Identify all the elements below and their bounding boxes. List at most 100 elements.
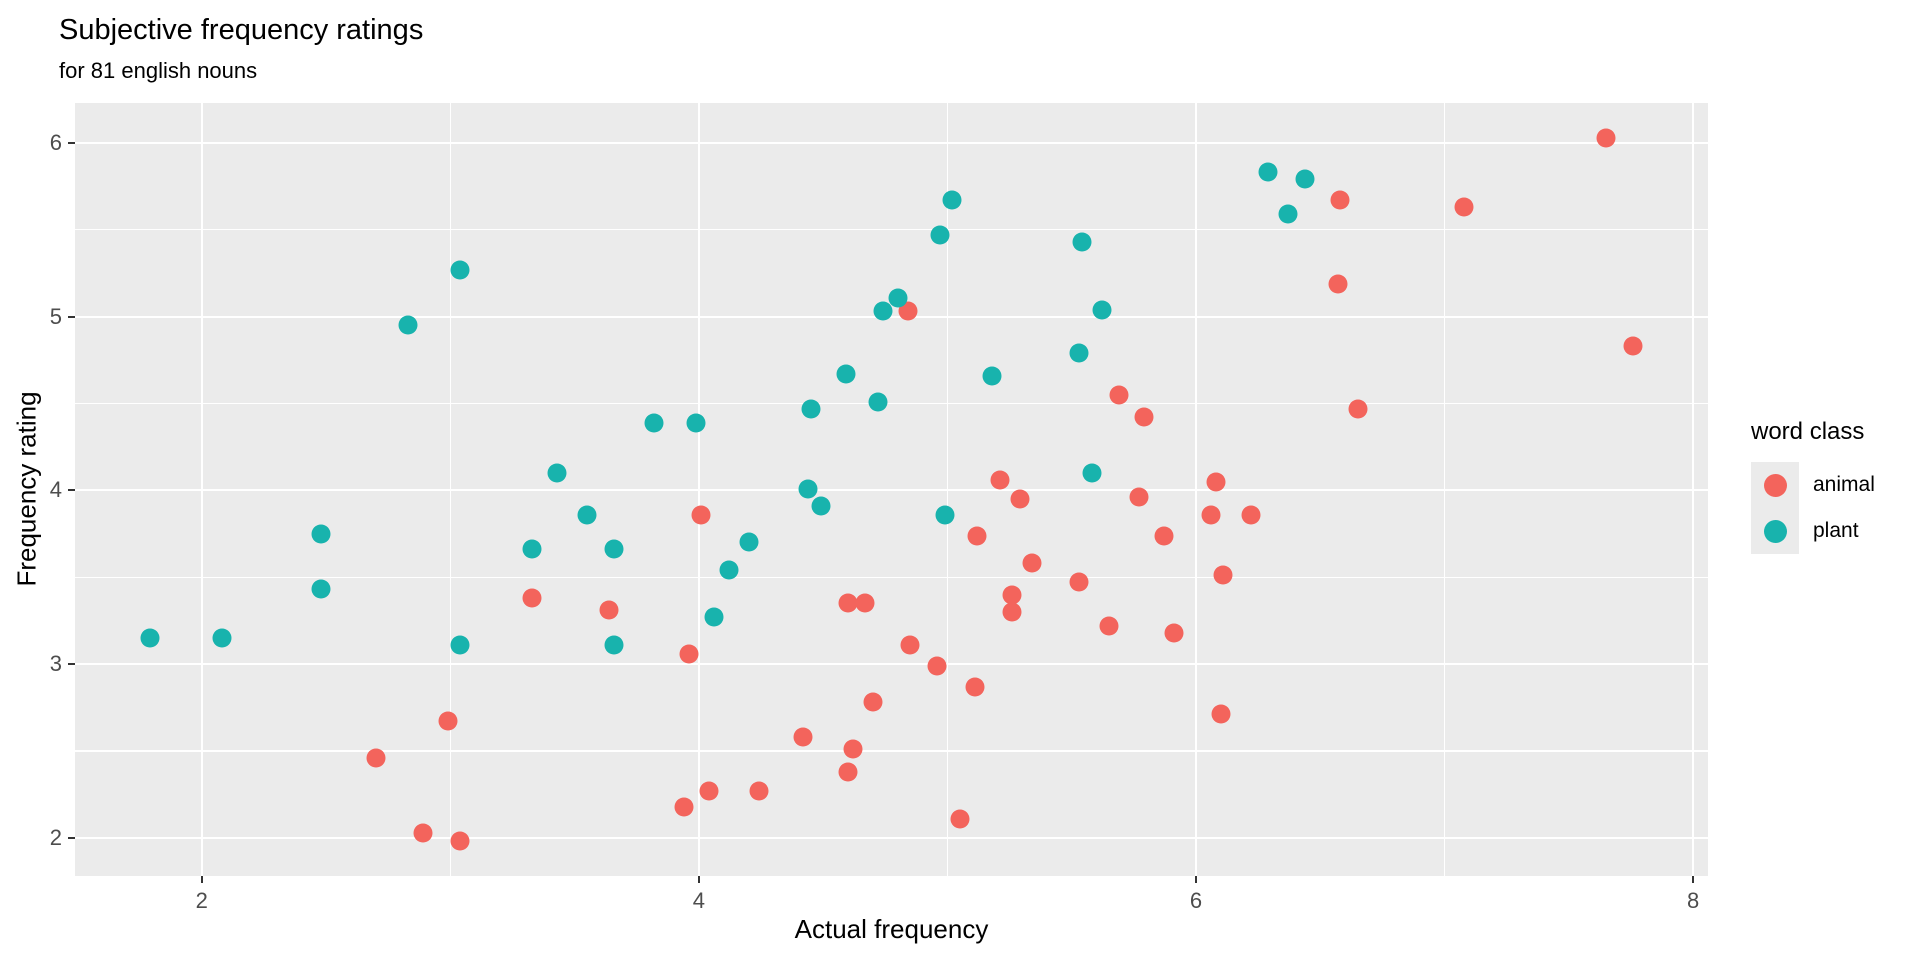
data-point-animal [1022,553,1042,573]
data-point-animal [1328,274,1348,294]
data-point-animal [679,644,699,664]
x-tick-label: 8 [1686,888,1700,913]
legend-key-plant [1751,508,1799,554]
x-tick-mark [1692,876,1695,883]
data-point-plant [604,635,624,655]
data-point-animal [1623,336,1643,356]
data-point-animal [366,748,386,768]
data-point-plant [547,463,567,483]
data-point-plant [1082,463,1102,483]
gridline-y-major [75,489,1708,492]
gridline-y-major [75,836,1708,839]
data-point-animal [1134,407,1154,427]
data-point-plant [739,532,759,552]
data-point-plant [450,635,470,655]
data-point-plant [1092,300,1112,320]
data-point-animal [927,656,947,676]
legend-title: word class [1751,418,1865,445]
data-point-animal [1201,505,1221,525]
data-point-animal [1596,128,1616,148]
plot-panel [75,103,1708,876]
data-point-animal [522,588,542,608]
data-point-animal [900,635,920,655]
y-tick-label: 4 [49,477,62,503]
y-tick-label: 6 [49,129,62,155]
y-tick-mark [68,141,75,144]
legend-label-animal: animal [1813,473,1875,496]
data-point-plant [311,524,331,544]
data-point-plant [888,288,908,308]
data-point-plant [140,628,160,648]
data-point-animal [898,301,918,321]
data-point-animal [413,823,433,843]
gridline-y-minor [75,229,1708,231]
data-point-plant [577,505,597,525]
data-point-plant [801,399,821,419]
gridline-y-major [75,662,1708,666]
animal-point-icon [1763,473,1787,497]
y-tick-mark [68,836,75,839]
gridline-y-major [75,141,1708,145]
data-point-animal [965,677,985,697]
data-point-plant [935,505,955,525]
data-point-animal [990,470,1010,490]
chart-title: Subjective frequency ratings [59,14,424,46]
plant-point-icon [1763,519,1787,543]
data-point-animal [838,762,858,782]
data-point-plant [212,628,232,648]
data-point-animal [863,692,883,712]
data-point-plant [1072,232,1092,252]
data-point-animal [1330,190,1350,210]
chart-subtitle: for 81 english nouns [59,58,258,83]
data-point-animal [1213,565,1233,585]
data-point-animal [438,711,458,731]
data-point-plant [704,607,724,627]
data-point-plant [1069,343,1089,363]
x-tick-label: 6 [1189,888,1203,913]
data-point-animal [674,797,694,817]
data-point-plant [398,315,418,335]
data-point-plant [868,392,888,412]
data-point-animal [1010,489,1029,509]
data-point-animal [1164,623,1184,643]
data-point-plant [644,413,664,433]
y-axis-title: Frequency rating [11,391,42,587]
legend-item-plant: plant [1751,508,1875,554]
data-point-plant [719,560,739,580]
data-point-animal [1154,526,1174,546]
x-tick-label: 4 [692,888,705,913]
data-point-animal [699,781,719,801]
data-point-animal [855,593,875,613]
data-point-animal [1348,399,1368,419]
legend-item-animal: animal [1751,462,1875,508]
data-point-animal [950,809,970,829]
data-point-animal [1241,505,1261,525]
gridline-y-minor [75,576,1708,578]
data-point-animal [1211,704,1231,724]
gridline-y-minor [75,750,1708,752]
y-tick-mark [68,489,75,492]
data-point-animal [1069,572,1089,592]
data-point-plant [942,190,962,210]
y-tick-label: 5 [49,303,62,329]
data-point-animal [1206,472,1226,492]
x-tick-mark [697,876,700,883]
data-point-animal [843,739,863,759]
x-tick-mark [200,876,203,883]
data-point-plant [522,539,542,559]
data-point-plant [811,496,831,516]
data-point-plant [311,579,331,599]
data-point-animal [1099,616,1119,636]
data-point-animal [1454,197,1474,217]
data-point-animal [1129,487,1149,507]
data-point-plant [1295,169,1315,189]
data-point-plant [686,413,706,433]
data-point-plant [1258,162,1278,182]
data-point-animal [1002,602,1022,622]
data-point-plant [836,364,856,384]
y-tick-mark [68,315,75,318]
data-point-animal [599,600,619,620]
data-point-animal [1109,385,1129,405]
data-point-animal [967,526,987,546]
